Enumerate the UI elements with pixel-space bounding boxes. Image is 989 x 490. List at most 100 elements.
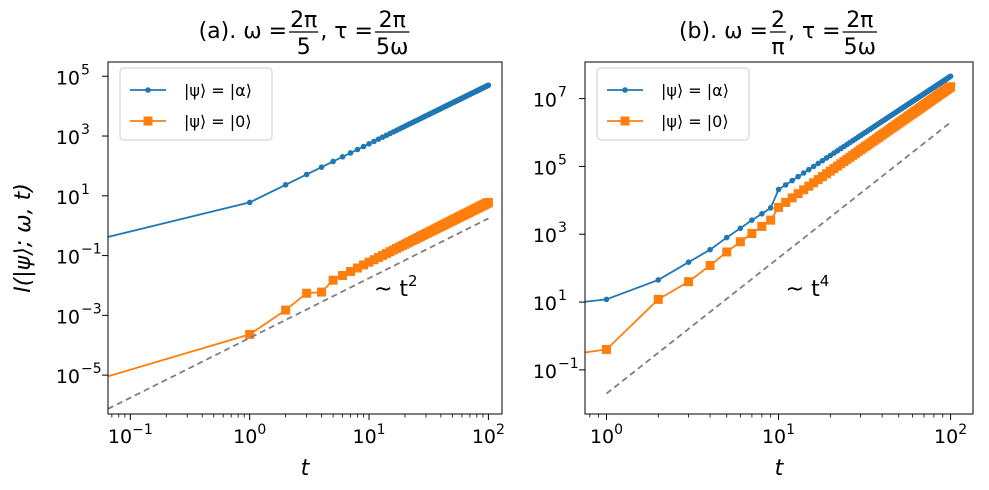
data-point <box>800 170 807 176</box>
data-point <box>795 173 801 180</box>
data-point <box>246 199 253 206</box>
data-point <box>781 197 791 207</box>
data-point <box>757 221 767 231</box>
legend-box <box>119 67 273 141</box>
legend-label: |ψ⟩ = |0⟩ <box>661 112 729 131</box>
svg-text:2: 2 <box>771 8 785 33</box>
plot-area <box>585 73 956 395</box>
data-point <box>601 344 611 354</box>
data-point <box>809 178 819 188</box>
x-tick-label: 101 <box>352 422 385 448</box>
data-point <box>787 193 797 203</box>
data-point <box>328 275 338 285</box>
svg-text:, τ =: , τ = <box>320 19 373 44</box>
data-point <box>749 217 755 223</box>
svg-text:2π: 2π <box>379 8 406 33</box>
data-point <box>318 164 325 170</box>
reference-line <box>605 121 952 395</box>
data-point <box>722 247 732 257</box>
data-point <box>603 296 610 303</box>
y-tick-label: 10 <box>533 293 557 315</box>
svg-text:(b). ω =: (b). ω = <box>679 19 768 44</box>
legend-marker <box>145 87 151 93</box>
data-point <box>735 237 745 247</box>
y-tick-label: 10 <box>533 225 557 247</box>
y-tick-exponent: 5 <box>81 62 90 78</box>
data-point <box>789 177 795 184</box>
legend: |ψ⟩ = |α⟩ |ψ⟩ = |0⟩ <box>596 67 750 141</box>
y-tick-label: 10 <box>56 67 80 89</box>
data-point <box>806 166 812 173</box>
y-tick-label: 10 <box>533 90 557 112</box>
y-tick-exponent: −1 <box>81 242 102 258</box>
svg-text:5: 5 <box>297 35 311 60</box>
data-point <box>766 215 776 225</box>
data-point <box>338 270 348 280</box>
scaling-annotation: ~ t2 <box>374 272 418 302</box>
data-point <box>483 197 493 207</box>
data-point <box>364 257 374 267</box>
y-tick-exponent: 1 <box>558 288 567 304</box>
data-point <box>707 246 713 253</box>
y-tick-label: 10 <box>56 187 80 209</box>
data-point <box>774 202 784 212</box>
data-point <box>317 287 327 297</box>
data-point <box>819 157 826 164</box>
data-point <box>767 205 774 211</box>
y-tick-label: 10 <box>533 157 557 179</box>
svg-text:5ω: 5ω <box>844 35 876 60</box>
y-tick-exponent: 3 <box>558 220 567 236</box>
legend: |ψ⟩ = |α⟩ |ψ⟩ = |0⟩ <box>119 67 273 141</box>
data-point <box>282 181 289 188</box>
x-tick-label: 100 <box>590 422 623 448</box>
data-point <box>371 138 377 145</box>
data-point <box>366 141 372 147</box>
svg-text:2π: 2π <box>290 8 317 33</box>
legend-label: |ψ⟩ = |α⟩ <box>184 81 252 100</box>
data-point <box>359 260 369 270</box>
data-point <box>352 263 362 273</box>
data-point <box>485 82 492 89</box>
y-tick-label: 10 <box>56 366 80 388</box>
y-axis-label: I(|ψ⟩; ω, t) <box>11 183 36 293</box>
data-point <box>303 171 310 178</box>
data-point <box>775 186 782 193</box>
data-point <box>723 234 730 241</box>
y-tick-label: 10 <box>56 247 80 269</box>
data-point <box>281 305 291 315</box>
x-tick-label: 101 <box>762 422 795 448</box>
y-tick-label: 10 <box>56 127 80 149</box>
x-tick-label: 102 <box>934 422 967 448</box>
legend-marker <box>143 116 153 126</box>
data-point <box>360 143 367 150</box>
data-point <box>354 146 361 153</box>
data-point <box>793 189 803 199</box>
data-point <box>375 136 382 142</box>
data-point <box>705 260 715 270</box>
data-point <box>685 259 692 265</box>
data-point <box>653 294 663 304</box>
data-point <box>946 82 956 92</box>
x-axis-label: t <box>775 456 785 481</box>
data-point <box>655 277 662 283</box>
data-point <box>815 160 821 167</box>
data-point <box>747 229 757 239</box>
y-tick-exponent: 5 <box>558 152 567 168</box>
data-point <box>782 182 789 188</box>
svg-text:5ω: 5ω <box>376 35 408 60</box>
data-point <box>684 277 694 287</box>
axes-frame <box>107 61 503 415</box>
data-point <box>737 225 744 232</box>
svg-text:2π: 2π <box>846 8 873 33</box>
data-point <box>369 255 379 265</box>
scaling-annotation: ~ t4 <box>786 272 830 302</box>
data-point <box>347 150 354 156</box>
data-point <box>759 211 765 217</box>
data-point <box>799 185 809 195</box>
data-point <box>245 329 255 339</box>
y-tick-label: 10 <box>533 361 557 383</box>
legend-box <box>596 67 750 141</box>
